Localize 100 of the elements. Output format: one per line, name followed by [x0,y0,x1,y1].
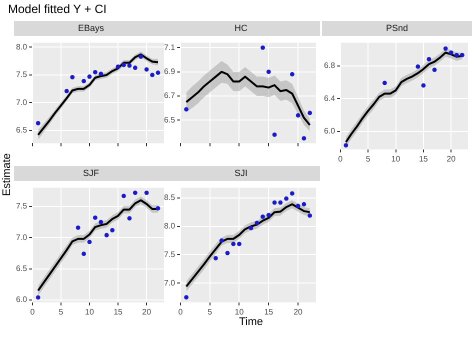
point [302,136,306,141]
point [290,191,294,196]
y-tick-label: 6.0 [16,295,28,304]
point [266,212,271,218]
y-tick-label: 7.1 [164,42,176,52]
y-tick-label: 8.5 [164,193,176,202]
point [448,50,454,55]
point [290,72,294,76]
point [110,228,115,232]
point [127,216,132,221]
point [93,70,98,74]
point [87,74,92,79]
point [308,213,312,218]
chart-title: HC [162,21,320,36]
point [144,67,149,72]
x-tick-label: 0 [30,307,36,316]
x-tick-label: 10 [85,307,94,316]
x-tick-label: 5 [58,307,64,316]
point [266,70,271,74]
point [416,64,420,69]
point [248,226,254,230]
point [122,194,126,198]
x-tick-label: 15 [418,154,428,164]
point [460,52,464,58]
point [302,202,306,206]
point [70,74,75,80]
x-tick-label: 5 [208,307,213,316]
x-tick-label: 5 [366,154,371,164]
point [426,57,432,62]
point [231,242,236,246]
x-tick-label: 20 [446,154,456,164]
point [254,220,260,226]
point [284,196,288,201]
point [184,295,188,300]
point [443,46,448,51]
point [344,143,348,148]
point [98,72,104,76]
point [260,45,265,50]
point [122,62,126,68]
point [296,204,300,208]
y-tick-label: 7.0 [16,232,28,242]
point [132,66,138,70]
point [382,80,387,86]
chart-title: PSnd [322,21,472,36]
text: Model fitted Y + CI [8,2,107,16]
x-axis-title: Time [238,316,264,328]
point [260,214,265,219]
y-tick-label: 7.5 [16,202,28,211]
x-tick-label: 15 [264,307,274,316]
x-tick-label: 10 [391,154,401,164]
y-tick-label: 6.4 [324,94,336,103]
chart-title: SJI [162,166,320,181]
y-tick-label: 6.8 [324,60,336,70]
point [237,242,242,246]
point [308,110,312,116]
point [214,256,218,260]
chart-title: EBays [14,21,168,36]
point [421,83,426,88]
y-tick-label: 8.0 [164,222,176,231]
point [116,64,120,69]
point [296,113,300,118]
point [93,215,98,220]
point [127,63,132,68]
y-tick-label: 6.5 [164,115,176,124]
point [156,70,160,75]
point [104,232,109,238]
point [132,190,138,195]
point [64,88,69,94]
point [144,190,149,195]
point [82,78,86,84]
point [156,206,160,211]
y-tick-label: 8.0 [16,42,28,52]
y-axis-title: Estimate [1,153,13,196]
point [82,252,86,256]
chart-title: SJF [14,166,168,181]
point [36,121,40,126]
y-tick-label: 7.0 [164,278,176,288]
point [138,54,144,59]
point [432,68,437,72]
point [87,240,92,244]
point [36,295,40,300]
x-tick-label: 20 [294,307,304,316]
x-tick-label: 0 [338,154,344,164]
y-tick-label: 6.7 [164,91,176,100]
point [272,200,277,205]
y-tick-label: 7.0 [16,98,28,107]
x-tick-label: 15 [114,307,124,316]
point [225,250,230,256]
point [98,220,104,224]
point [272,132,277,137]
y-tick-label: 6.9 [164,67,176,76]
point [76,225,80,230]
point [454,52,459,58]
x-tick-label: 20 [142,307,152,316]
y-tick-label: 6.5 [16,264,28,273]
point [278,200,283,205]
y-tick-label: 6.5 [16,126,28,135]
x-tick-label: 10 [234,307,244,316]
x-tick-label: 0 [178,307,184,316]
y-tick-label: 6.0 [324,126,336,136]
